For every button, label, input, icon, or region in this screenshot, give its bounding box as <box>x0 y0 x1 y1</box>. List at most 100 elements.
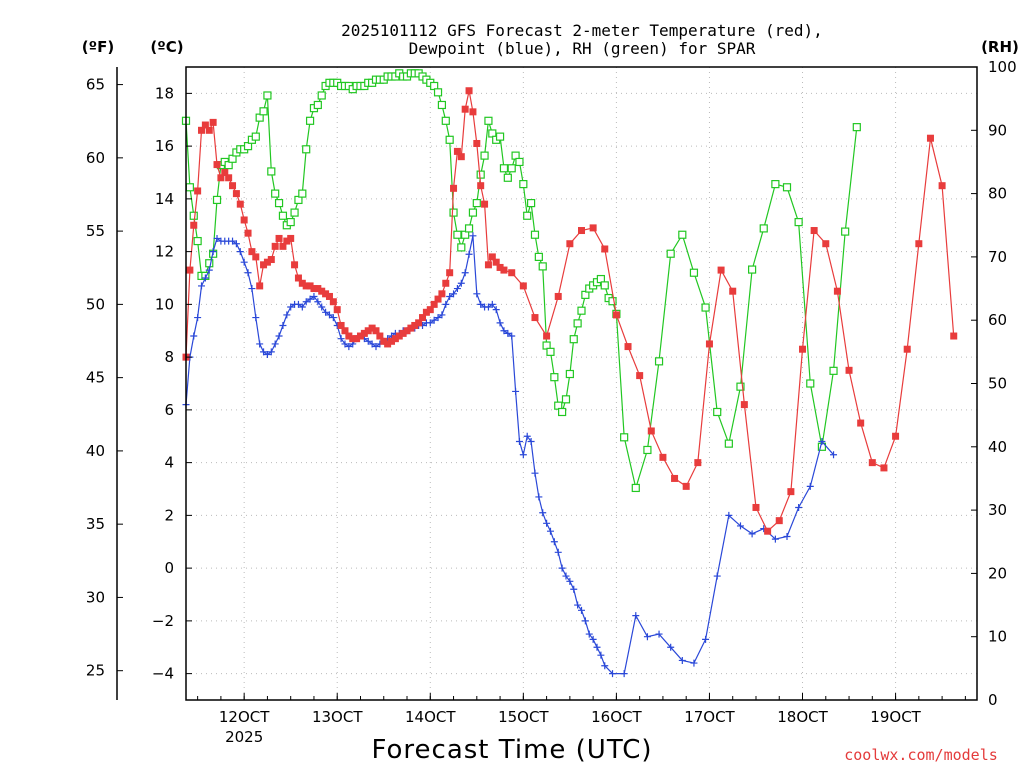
dewpoint-point <box>566 577 574 585</box>
dewpoint-point <box>469 232 477 240</box>
dewpoint-point <box>655 630 663 638</box>
dewpoint-point <box>725 511 733 519</box>
rh-point <box>484 116 493 125</box>
rh-point <box>503 173 512 182</box>
temperature-point <box>186 266 194 274</box>
dewpoint-point <box>806 482 814 490</box>
temperature-point <box>578 227 585 235</box>
temperature-point <box>380 337 388 345</box>
fahrenheit-tick-label: 55 <box>86 222 105 240</box>
rh-point <box>212 195 222 205</box>
dewpoint-point <box>713 572 721 580</box>
dewpoint-point <box>539 509 547 517</box>
dewpoint-point <box>209 248 217 256</box>
rh-point <box>441 116 450 125</box>
temperature-point <box>682 482 690 490</box>
rh-point <box>569 335 578 344</box>
rh-point <box>515 157 524 167</box>
temperature-point <box>225 174 233 182</box>
dewpoint-point <box>818 438 826 446</box>
dewpoint-point <box>287 303 295 311</box>
dewpoint-point <box>492 306 500 314</box>
temperature-point <box>294 274 302 282</box>
temperature-point <box>399 329 407 337</box>
temperature-point <box>322 290 330 298</box>
temperature-point <box>868 459 876 467</box>
temperature-point <box>705 340 713 348</box>
fahrenheit-axis-unit: (ºF) <box>82 38 114 56</box>
temperature-point <box>857 419 865 427</box>
dewpoint-point <box>190 332 198 340</box>
temperature-point <box>419 314 427 322</box>
rh-point <box>841 227 850 236</box>
series-line <box>185 235 834 675</box>
temperature-point <box>453 147 461 155</box>
rh-axis-unit: (RH) <box>981 38 1019 56</box>
temperature-point <box>481 200 489 208</box>
dewpoint-point <box>213 234 221 242</box>
fahrenheit-tick-label: 45 <box>86 369 105 387</box>
rh-point <box>468 208 478 217</box>
temperature-point <box>244 229 252 237</box>
dewpoint-point <box>488 300 496 308</box>
dewpoint-point <box>609 670 617 678</box>
dewpoint-point <box>531 469 539 477</box>
grid-lines <box>186 67 977 700</box>
celsius-tick-label: 8 <box>164 348 174 366</box>
temperature-point <box>349 335 357 343</box>
rh-point <box>189 211 198 220</box>
dewpoint-point <box>515 438 523 446</box>
dewpoint-point <box>446 292 454 300</box>
temperature-point <box>469 108 477 116</box>
temperature-point <box>403 327 411 335</box>
temperature-point <box>271 242 279 250</box>
temperature-point <box>353 335 361 343</box>
temperature-point <box>717 266 725 274</box>
temperature-point <box>217 174 225 182</box>
rh-point <box>278 211 288 220</box>
dewpoint-point <box>271 340 279 348</box>
temperature-point <box>190 221 198 229</box>
dewpoint-point <box>337 335 345 343</box>
x-tick-label: 14OCT <box>405 708 456 726</box>
dewpoint-point <box>477 300 485 308</box>
temperature-point <box>496 263 504 271</box>
rh-point <box>519 180 528 189</box>
dewpoint-point <box>554 548 562 556</box>
dewpoint-point <box>364 337 372 345</box>
temperature-point <box>601 245 609 253</box>
rh-tick-label: 0 <box>988 691 998 709</box>
rh-point <box>274 198 284 208</box>
dewpoint-point <box>690 659 698 667</box>
dewpoint-point <box>783 532 791 540</box>
dewpoint-point <box>578 606 585 614</box>
dewpoint-point <box>457 279 465 287</box>
dewpoint-point <box>678 656 686 664</box>
rh-point <box>495 132 505 141</box>
dewpoint-point <box>260 348 268 356</box>
temperature-point <box>248 248 256 256</box>
temperature-point <box>256 282 264 290</box>
dewpoint-point <box>574 601 582 609</box>
dewpoint-point <box>496 319 504 327</box>
temperature-point <box>372 327 380 335</box>
dewpoint-point <box>450 290 458 298</box>
temperature-point <box>671 474 679 482</box>
temperature-point <box>333 306 341 314</box>
temperature-point <box>388 337 396 345</box>
rh-point <box>678 230 687 239</box>
rh-point <box>263 91 272 100</box>
temperature-point <box>531 314 539 322</box>
dewpoint-point <box>345 343 353 351</box>
temperature-point <box>810 227 818 235</box>
dewpoint-point <box>465 250 473 258</box>
dewpoint-point <box>306 295 314 303</box>
temperature-point <box>360 329 368 337</box>
temperature-point <box>236 200 244 208</box>
rh-point <box>561 395 571 404</box>
rh-point <box>620 433 629 442</box>
rh-point <box>271 189 280 198</box>
temperature-point <box>787 488 795 496</box>
rh-point <box>464 224 474 233</box>
rh-point <box>759 224 768 233</box>
